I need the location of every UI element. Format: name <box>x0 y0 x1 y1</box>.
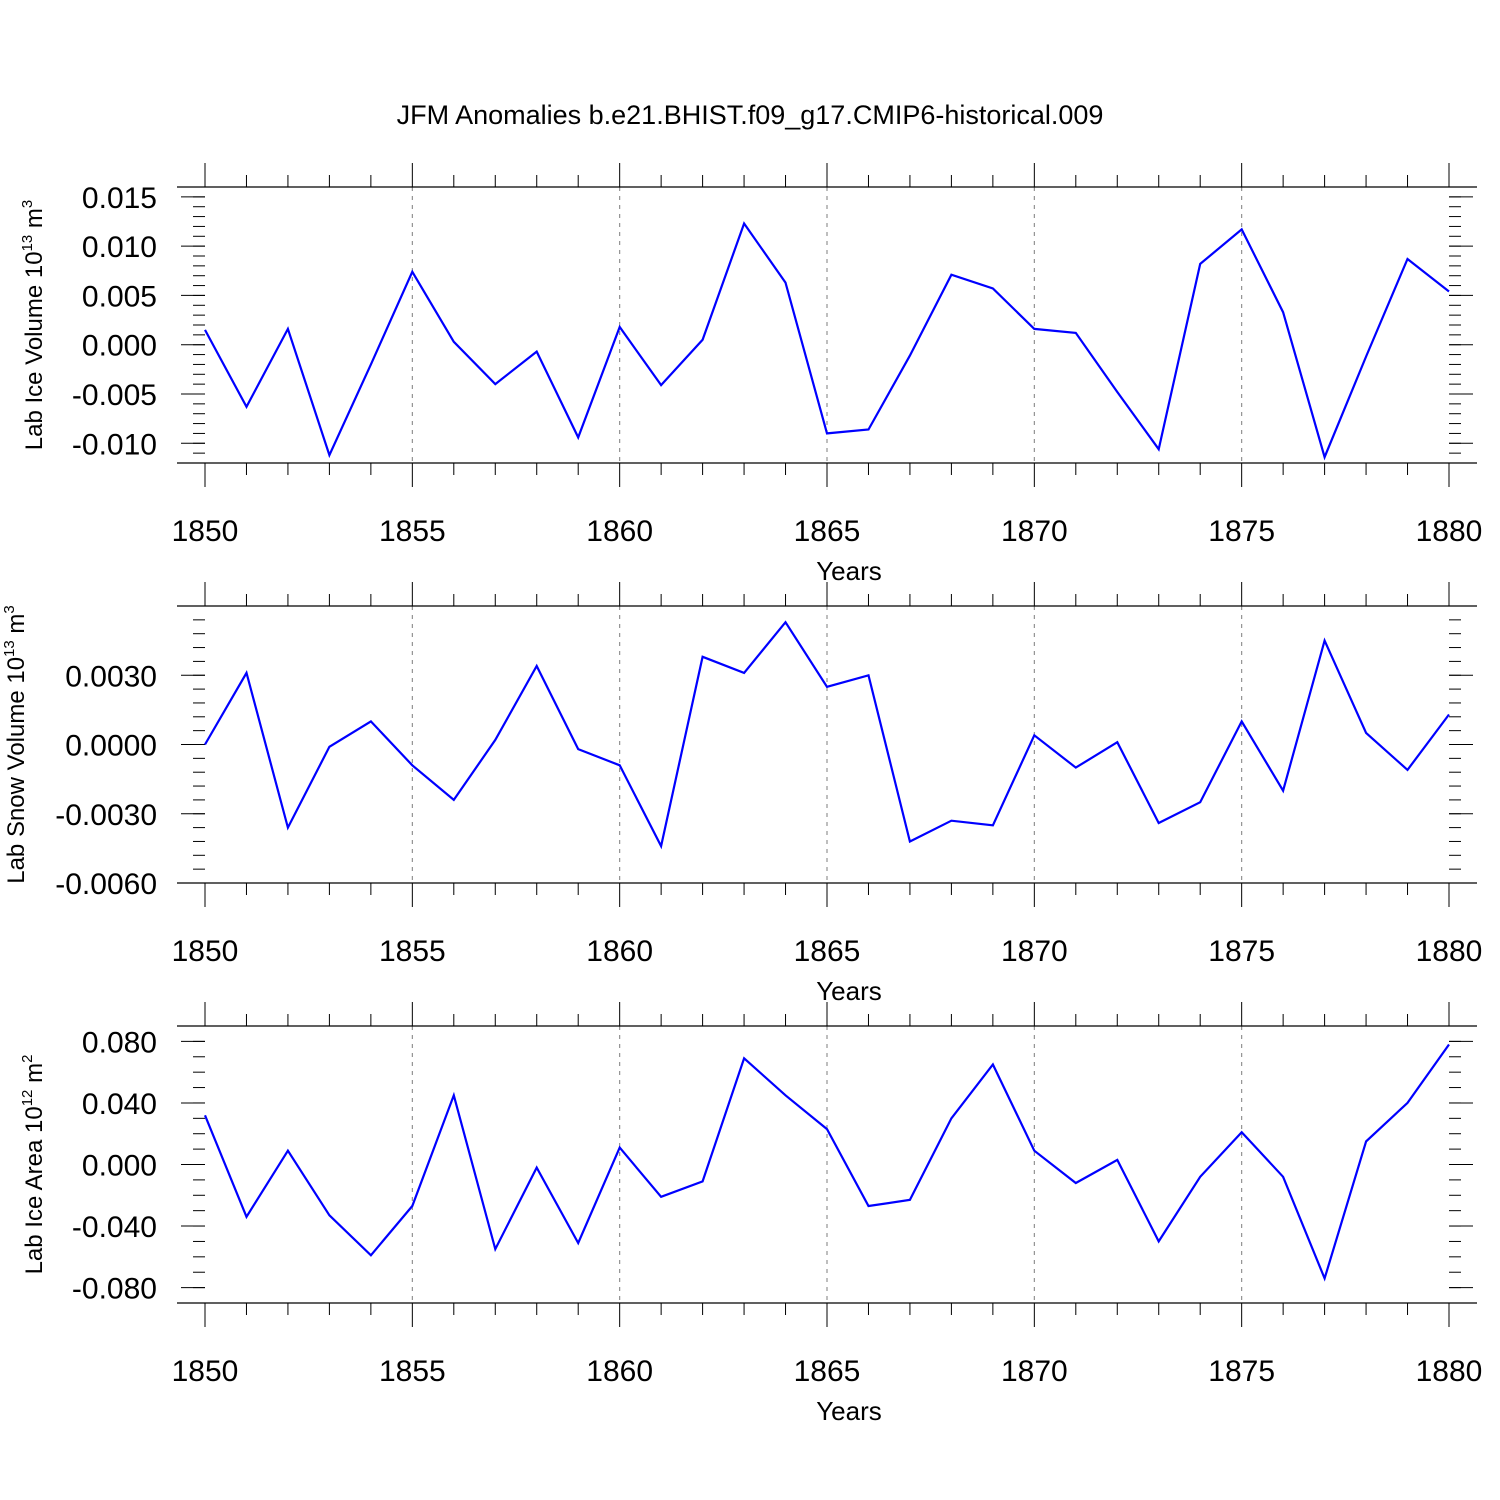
y-tick-label: -0.005 <box>72 379 157 412</box>
x-tick-label: 1875 <box>1208 1355 1275 1388</box>
panel-1: 1850 1855 1860 1865 1870 1875 1880 Years 0.015 0.… <box>19 163 1482 586</box>
chart-title: JFM Anomalies b.e21.BHIST.f09_g17.CMIP6-… <box>397 100 1104 130</box>
x-tick-label: 1850 <box>172 1355 239 1388</box>
x-tick-label: 1870 <box>1001 935 1068 968</box>
y-axis-label-unit: m <box>21 208 48 235</box>
y-axis-label-unit: m <box>3 614 30 641</box>
x-tick-label: 1880 <box>1416 1355 1483 1388</box>
x-tick-label: 1860 <box>586 515 653 548</box>
y-tick-label: 0.0030 <box>65 660 157 693</box>
x-tick-label: 1880 <box>1416 515 1483 548</box>
x-tick-label: 1875 <box>1208 935 1275 968</box>
x-axis-label: Years <box>816 1396 882 1426</box>
y-axis-label-unit-exponent: 2 <box>19 1055 36 1063</box>
y-axis-label-text: Lab Snow Volume 10 <box>3 657 30 884</box>
x-tick-label: 1865 <box>794 515 861 548</box>
y-tick-label: -0.080 <box>72 1273 157 1306</box>
x-tick-label: 1880 <box>1416 935 1483 968</box>
y-axis-label-unit: m <box>21 1063 48 1090</box>
y-axis-label-exponent: 12 <box>19 1090 36 1107</box>
panel-3: 1850 1855 1860 1865 1870 1875 1880 Years 0.080 0.… <box>19 1002 1482 1426</box>
series-line <box>203 1043 1450 1282</box>
y-tick-label: 0.010 <box>82 231 157 264</box>
x-tick-label: 1870 <box>1001 515 1068 548</box>
x-tick-label: 1850 <box>172 935 239 968</box>
x-tick-label: 1855 <box>379 515 446 548</box>
y-tick-label: -0.0030 <box>55 799 157 832</box>
y-axis-label-exponent: 13 <box>1 640 18 657</box>
x-tick-label: 1870 <box>1001 1355 1068 1388</box>
series-line <box>204 221 1450 461</box>
x-tick-label: 1860 <box>586 935 653 968</box>
x-tick-label: 1855 <box>379 935 446 968</box>
series-line <box>204 620 1450 850</box>
x-tick-label: 1865 <box>794 935 861 968</box>
x-axis-label: Years <box>816 976 882 1006</box>
panel-2: 1850 1855 1860 1865 1870 1875 1880 Years 0.0030 0… <box>1 582 1482 1006</box>
y-tick-label: 0.005 <box>82 280 157 313</box>
panels: 1850 1855 1860 1865 1870 1875 1880 Years 0.015 0.… <box>1 163 1482 1426</box>
y-tick-label: -0.040 <box>72 1211 157 1244</box>
y-axis-label: Lab Snow Volume 1013 m3 <box>1 605 30 884</box>
y-axis-label-text: Lab Ice Volume 10 <box>21 251 48 450</box>
x-tick-label: 1860 <box>586 1355 653 1388</box>
y-tick-label: -0.0060 <box>55 868 157 901</box>
x-tick-label: 1850 <box>172 515 239 548</box>
x-tick-label: 1865 <box>794 1355 861 1388</box>
y-axis-label: Lab Ice Volume 1013 m3 <box>19 200 48 451</box>
y-tick-label: 0.040 <box>82 1088 157 1121</box>
y-tick-label: 0.000 <box>82 330 157 363</box>
y-axis-label-unit-exponent: 3 <box>1 605 18 613</box>
y-axis-label: Lab Ice Area 1012 m2 <box>19 1055 48 1275</box>
y-axis-label-text: Lab Ice Area 10 <box>21 1106 48 1274</box>
x-axis-label: Years <box>816 556 882 586</box>
y-tick-label: 0.000 <box>82 1150 157 1183</box>
y-tick-label: 0.0000 <box>65 730 157 763</box>
x-tick-label: 1855 <box>379 1355 446 1388</box>
y-axis-label-exponent: 13 <box>19 235 36 252</box>
y-tick-label: 0.015 <box>82 182 157 215</box>
y-tick-label: -0.010 <box>72 428 157 461</box>
y-tick-label: 0.080 <box>82 1026 157 1059</box>
x-tick-label: 1875 <box>1208 515 1275 548</box>
y-axis-label-unit-exponent: 3 <box>19 200 36 208</box>
